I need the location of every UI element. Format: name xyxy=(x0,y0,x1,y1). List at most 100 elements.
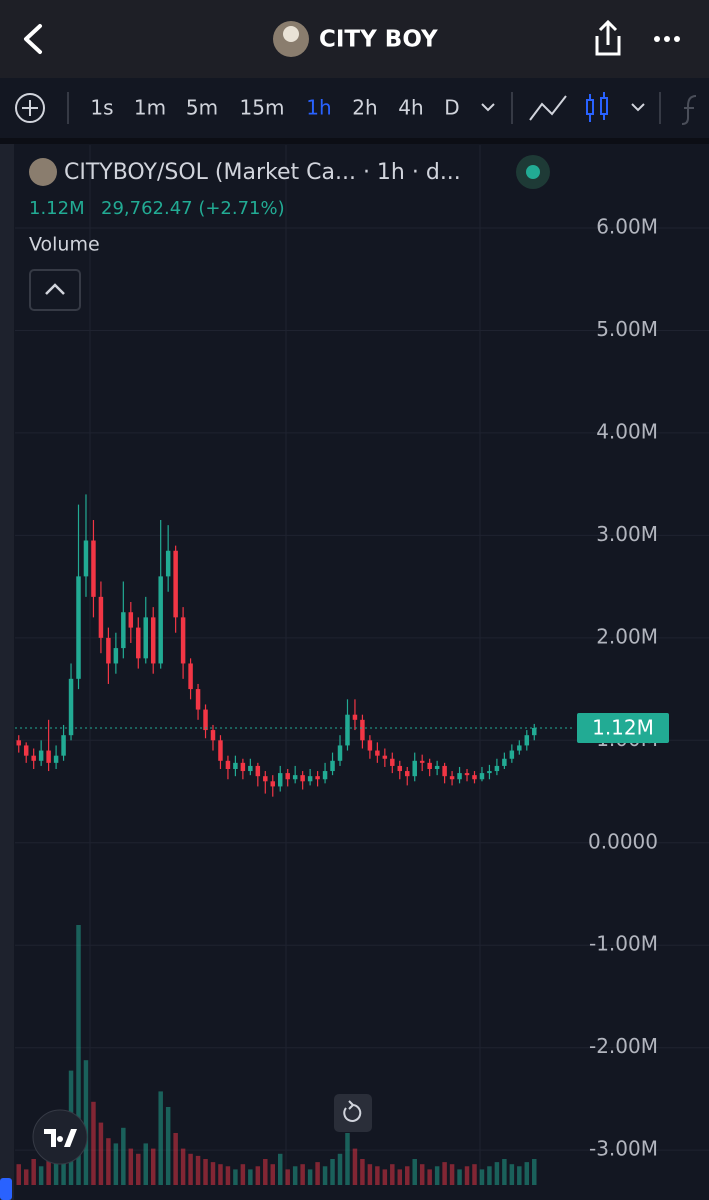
volume-bar xyxy=(255,1166,261,1185)
volume-bar xyxy=(390,1164,395,1185)
candle-body xyxy=(255,765,261,777)
candle-body xyxy=(188,663,193,690)
candle-body xyxy=(23,745,29,756)
volume-bar xyxy=(76,925,81,1185)
candle-body xyxy=(412,760,417,777)
side-strip xyxy=(0,144,14,1200)
volume-bar xyxy=(285,1169,290,1185)
y-tick-label: -3.00M xyxy=(589,1137,658,1161)
candle-body xyxy=(203,709,208,731)
candle-body xyxy=(16,740,21,746)
volume-bar xyxy=(472,1164,477,1185)
candle-body xyxy=(98,596,104,638)
y-tick-label: 2.00M xyxy=(596,624,658,648)
back-button[interactable] xyxy=(24,24,42,54)
candle-body xyxy=(136,627,141,659)
volume-bar xyxy=(31,1159,36,1185)
interval-button[interactable]: D xyxy=(444,96,459,120)
separator xyxy=(0,138,709,144)
volume-bar xyxy=(434,1166,440,1185)
candle-body xyxy=(263,776,268,782)
volume-bar xyxy=(23,1169,29,1185)
volume-bar xyxy=(509,1164,515,1185)
interval-button[interactable]: 5m xyxy=(186,96,218,120)
candle-body xyxy=(472,775,477,780)
y-tick-label: 0.0000 xyxy=(588,829,658,853)
interval-button[interactable]: 4h xyxy=(398,96,423,120)
candle-body xyxy=(345,714,350,746)
volume-bar xyxy=(457,1169,462,1185)
candle-body xyxy=(524,735,530,746)
candle-body xyxy=(53,755,59,763)
volume-bar xyxy=(83,1060,89,1185)
candle-body xyxy=(270,781,276,787)
candle-body xyxy=(91,540,96,597)
volume-bar xyxy=(143,1143,148,1185)
volume-bar xyxy=(240,1164,246,1185)
volume-bar xyxy=(218,1164,223,1185)
candle-body xyxy=(248,765,253,772)
volume-bar xyxy=(419,1164,425,1185)
candle-body xyxy=(165,550,171,577)
candle-body xyxy=(382,755,388,759)
candle-body xyxy=(517,745,522,751)
y-tick-label: -1.00M xyxy=(589,932,658,956)
volume-bar xyxy=(322,1166,328,1185)
candle-body xyxy=(532,728,537,736)
candle-body xyxy=(225,760,231,769)
volume-bar xyxy=(225,1166,231,1185)
volume-legend: Volume xyxy=(29,234,100,256)
volume-bar xyxy=(203,1159,208,1185)
volume-bar xyxy=(263,1159,268,1185)
interval-button[interactable]: 15m xyxy=(240,96,285,120)
y-tick-label: 5.00M xyxy=(596,317,658,341)
volume-bar xyxy=(46,1153,51,1185)
add-indicator-button[interactable] xyxy=(15,93,45,123)
volume-bar xyxy=(382,1169,388,1185)
chart-type-dropdown[interactable] xyxy=(631,103,645,112)
candle-body xyxy=(61,735,66,756)
volume-bar xyxy=(300,1164,305,1185)
side-tab[interactable] xyxy=(0,1178,12,1200)
indicators-button[interactable] xyxy=(681,95,697,125)
interval-button[interactable]: 1h xyxy=(306,96,331,120)
more-button[interactable] xyxy=(654,36,680,42)
interval-button[interactable]: 2h xyxy=(352,96,377,120)
interval-dropdown[interactable] xyxy=(481,103,495,112)
candle-body xyxy=(375,750,380,756)
candle-body xyxy=(240,762,246,772)
volume-bar xyxy=(405,1166,410,1185)
candle-body xyxy=(419,760,425,763)
volume-bar xyxy=(524,1162,530,1185)
volume-bar xyxy=(330,1159,335,1185)
volume-bar xyxy=(360,1159,365,1185)
candle-body xyxy=(360,719,365,741)
token-title: CITY BOY xyxy=(319,27,438,53)
last-value: 1.12M xyxy=(29,198,85,219)
share-button[interactable] xyxy=(595,19,621,56)
volume-bar xyxy=(449,1164,455,1185)
volume-bar xyxy=(53,1162,59,1185)
line-chart-button[interactable] xyxy=(529,95,567,121)
candle-body xyxy=(150,617,156,664)
candle-body xyxy=(128,612,134,628)
volume-bar xyxy=(233,1169,238,1185)
reset-button[interactable] xyxy=(334,1094,372,1132)
collapse-icon xyxy=(45,283,65,295)
candle-body xyxy=(464,773,470,776)
interval-button[interactable]: 1s xyxy=(90,96,113,120)
last-price-box xyxy=(577,713,669,744)
candle-body xyxy=(449,776,455,780)
candle-body xyxy=(233,762,238,769)
volume-bar xyxy=(532,1159,537,1185)
candle-body xyxy=(502,758,507,766)
interval-button[interactable]: 1m xyxy=(134,96,166,120)
volume-bar xyxy=(165,1107,171,1185)
candle-body xyxy=(180,617,186,664)
collapse-button[interactable] xyxy=(29,269,81,311)
candle-body xyxy=(277,773,283,787)
candle-chart-button[interactable] xyxy=(586,92,608,122)
volume-bar xyxy=(91,1101,96,1185)
volume-bar xyxy=(136,1153,141,1185)
